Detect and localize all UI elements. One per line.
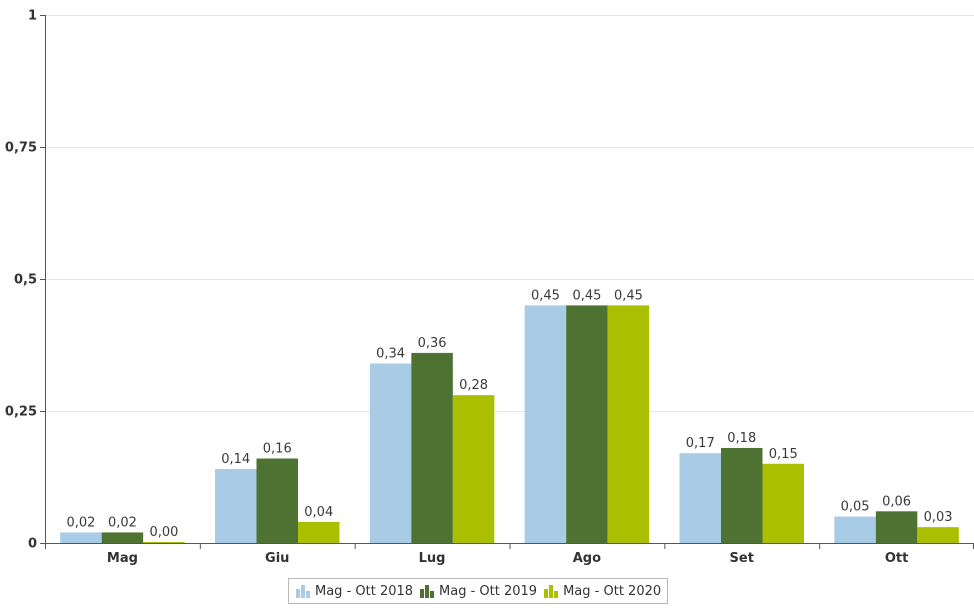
bar (369, 363, 412, 543)
x-tick-label: Lug (419, 551, 446, 566)
legend-label: Mag - Ott 2020 (563, 583, 662, 599)
legend-item[interactable]: Mag - Ott 2020 (543, 584, 661, 599)
y-tick-label: 0,25 (5, 405, 37, 420)
bar (607, 305, 650, 543)
bar-chart-icon (544, 585, 559, 598)
x-tick-label: Ott (885, 551, 908, 566)
bar (679, 453, 721, 543)
legend-label: Mag - Ott 2019 (439, 583, 538, 599)
bar (566, 305, 608, 543)
bar (298, 521, 340, 543)
data-label: 0,04 (304, 505, 333, 520)
data-label: 0,00 (149, 525, 178, 540)
data-label: 0,02 (66, 515, 95, 530)
data-label: 0,18 (727, 431, 756, 446)
bar (143, 542, 185, 543)
data-label: 0,36 (418, 336, 447, 351)
bar-chart-icon (296, 585, 310, 598)
bar (917, 527, 959, 543)
data-labels: 0,02 0,02 0,00 0,14 0,16 0,04 0,34 0,36 0,28 0,45… (66, 288, 952, 540)
data-label: 0,17 (686, 436, 715, 451)
legend-item[interactable]: Mag - Ott 2019 (419, 584, 537, 599)
y-tick-label: 1 (28, 9, 37, 24)
x-axis: Mag Giu Lug Ago Set Ott (45, 15, 974, 566)
data-label: 0,02 (108, 515, 137, 530)
y-tick-label: 0,75 (5, 141, 37, 156)
bar (101, 532, 144, 543)
bar (834, 516, 876, 543)
data-label: 0,45 (531, 288, 560, 303)
data-label: 0,45 (572, 288, 601, 303)
x-tick-label: Set (730, 551, 754, 566)
bar-chart-icon (420, 585, 435, 598)
grid-lines (45, 15, 974, 412)
bars (60, 305, 959, 543)
bar (875, 511, 918, 543)
y-axis-ticks: 0 0,25 0,5 0,75 1 (5, 9, 45, 552)
bar (762, 463, 804, 543)
bar (452, 395, 495, 543)
data-label: 0,03 (924, 510, 953, 525)
bar (60, 532, 102, 543)
x-tick-label: Giu (265, 551, 289, 566)
x-tick-label: Mag (107, 551, 138, 566)
data-label: 0,16 (263, 442, 292, 457)
bar (256, 458, 298, 543)
bar (215, 469, 257, 543)
data-label: 0,14 (221, 452, 250, 467)
legend-label: Mag - Ott 2018 (315, 583, 414, 599)
data-label: 0,28 (459, 378, 488, 393)
data-label: 0,34 (376, 346, 405, 361)
data-label: 0,06 (882, 494, 911, 509)
data-label: 0,15 (769, 447, 798, 462)
legend-item[interactable]: Mag - Ott 2018 (295, 584, 413, 599)
data-label: 0,45 (614, 288, 643, 303)
x-tick-label: Ago (573, 551, 601, 566)
bar (411, 352, 453, 543)
bar (721, 447, 763, 543)
data-label: 0,05 (841, 500, 870, 515)
legend: Mag - Ott 2018 Mag - Ott 2019 Mag - Ott 20… (288, 578, 669, 604)
y-tick-label: 0 (28, 537, 37, 552)
y-tick-label: 0,5 (14, 273, 37, 288)
bar (524, 305, 567, 543)
